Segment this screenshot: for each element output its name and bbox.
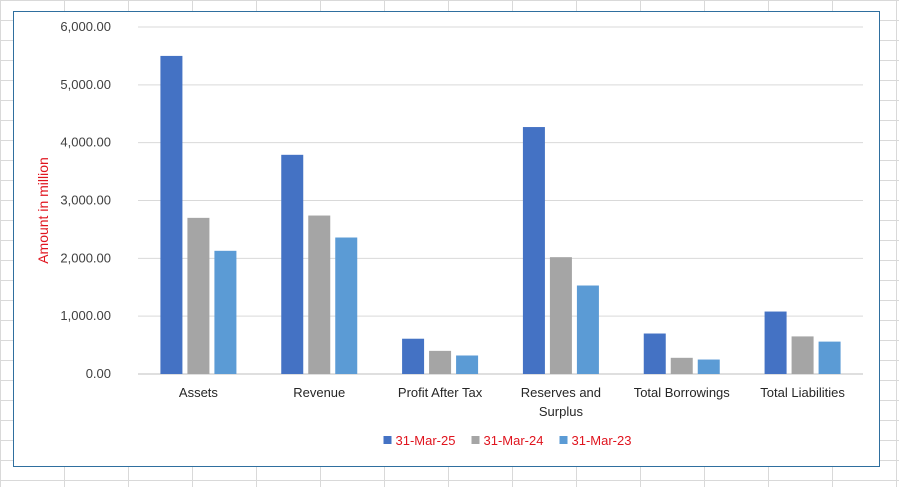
bar-31-Mar-25-total-liabilities <box>764 311 787 374</box>
x-category-label: Revenue <box>293 385 345 400</box>
y-axis-title: Amount in million <box>35 157 51 264</box>
y-tick-label: 0.00 <box>86 366 111 381</box>
bars <box>160 55 841 375</box>
x-axis-categories: Assets Revenue Profit After Tax Reserves an… <box>179 385 845 419</box>
legend-label: 31-Mar-24 <box>484 433 544 448</box>
x-category-label: Total Borrowings <box>634 385 731 400</box>
bar-chart: 0.00 1,000.00 2,000.00 3,000.00 4,000.00 5,00… <box>35 19 863 448</box>
chart-area: 0.00 1,000.00 2,000.00 3,000.00 4,000.00 5,00… <box>13 11 880 467</box>
legend-label: 31-Mar-23 <box>572 433 632 448</box>
y-tick-label: 4,000.00 <box>60 135 111 150</box>
legend-swatch <box>471 436 480 444</box>
bar-31-Mar-24-assets <box>187 217 210 374</box>
x-category-label: Profit After Tax <box>398 385 483 400</box>
legend-swatch <box>559 436 568 444</box>
y-tick-label: 3,000.00 <box>60 193 111 208</box>
y-tick-label: 6,000.00 <box>60 19 111 34</box>
bar-31-Mar-24-total-liabilities <box>791 336 814 374</box>
bar-31-Mar-24-revenue <box>308 215 331 374</box>
legend: 31-Mar-25 31-Mar-24 31-Mar-23 <box>383 433 632 448</box>
bar-31-Mar-23-total-liabilities <box>818 341 841 374</box>
x-category-label: Surplus <box>539 404 584 419</box>
legend-item: 31-Mar-25 <box>383 433 456 448</box>
y-tick-label: 2,000.00 <box>60 250 111 265</box>
bar-31-Mar-23-reserves-and-surplus <box>576 285 599 374</box>
bar-31-Mar-23-profit-after-tax <box>456 355 479 374</box>
bar-31-Mar-24-reserves-and-surplus <box>549 257 572 374</box>
y-tick-label: 5,000.00 <box>60 77 111 92</box>
legend-label: 31-Mar-25 <box>396 433 456 448</box>
bar-31-Mar-23-revenue <box>335 237 358 374</box>
y-axis-ticks: 0.00 1,000.00 2,000.00 3,000.00 4,000.00 5,00… <box>60 19 111 381</box>
legend-swatch <box>383 436 392 444</box>
bar-31-Mar-25-reserves-and-surplus <box>522 127 545 374</box>
bar-31-Mar-24-profit-after-tax <box>429 350 452 374</box>
bar-31-Mar-25-total-borrowings <box>643 333 666 374</box>
legend-item: 31-Mar-24 <box>471 433 544 448</box>
x-category-label: Total Liabilities <box>760 385 845 400</box>
bar-31-Mar-23-assets <box>214 250 237 374</box>
bar-31-Mar-25-profit-after-tax <box>402 338 425 374</box>
bar-31-Mar-23-total-borrowings <box>697 359 720 374</box>
x-category-label: Reserves and <box>521 385 601 400</box>
x-category-label: Assets <box>179 385 219 400</box>
bar-31-Mar-25-revenue <box>281 154 304 374</box>
bar-31-Mar-25-assets <box>160 55 183 375</box>
bar-31-Mar-24-total-borrowings <box>670 357 693 374</box>
gridlines <box>138 26 863 375</box>
y-tick-label: 1,000.00 <box>60 308 111 323</box>
legend-item: 31-Mar-23 <box>559 433 632 448</box>
